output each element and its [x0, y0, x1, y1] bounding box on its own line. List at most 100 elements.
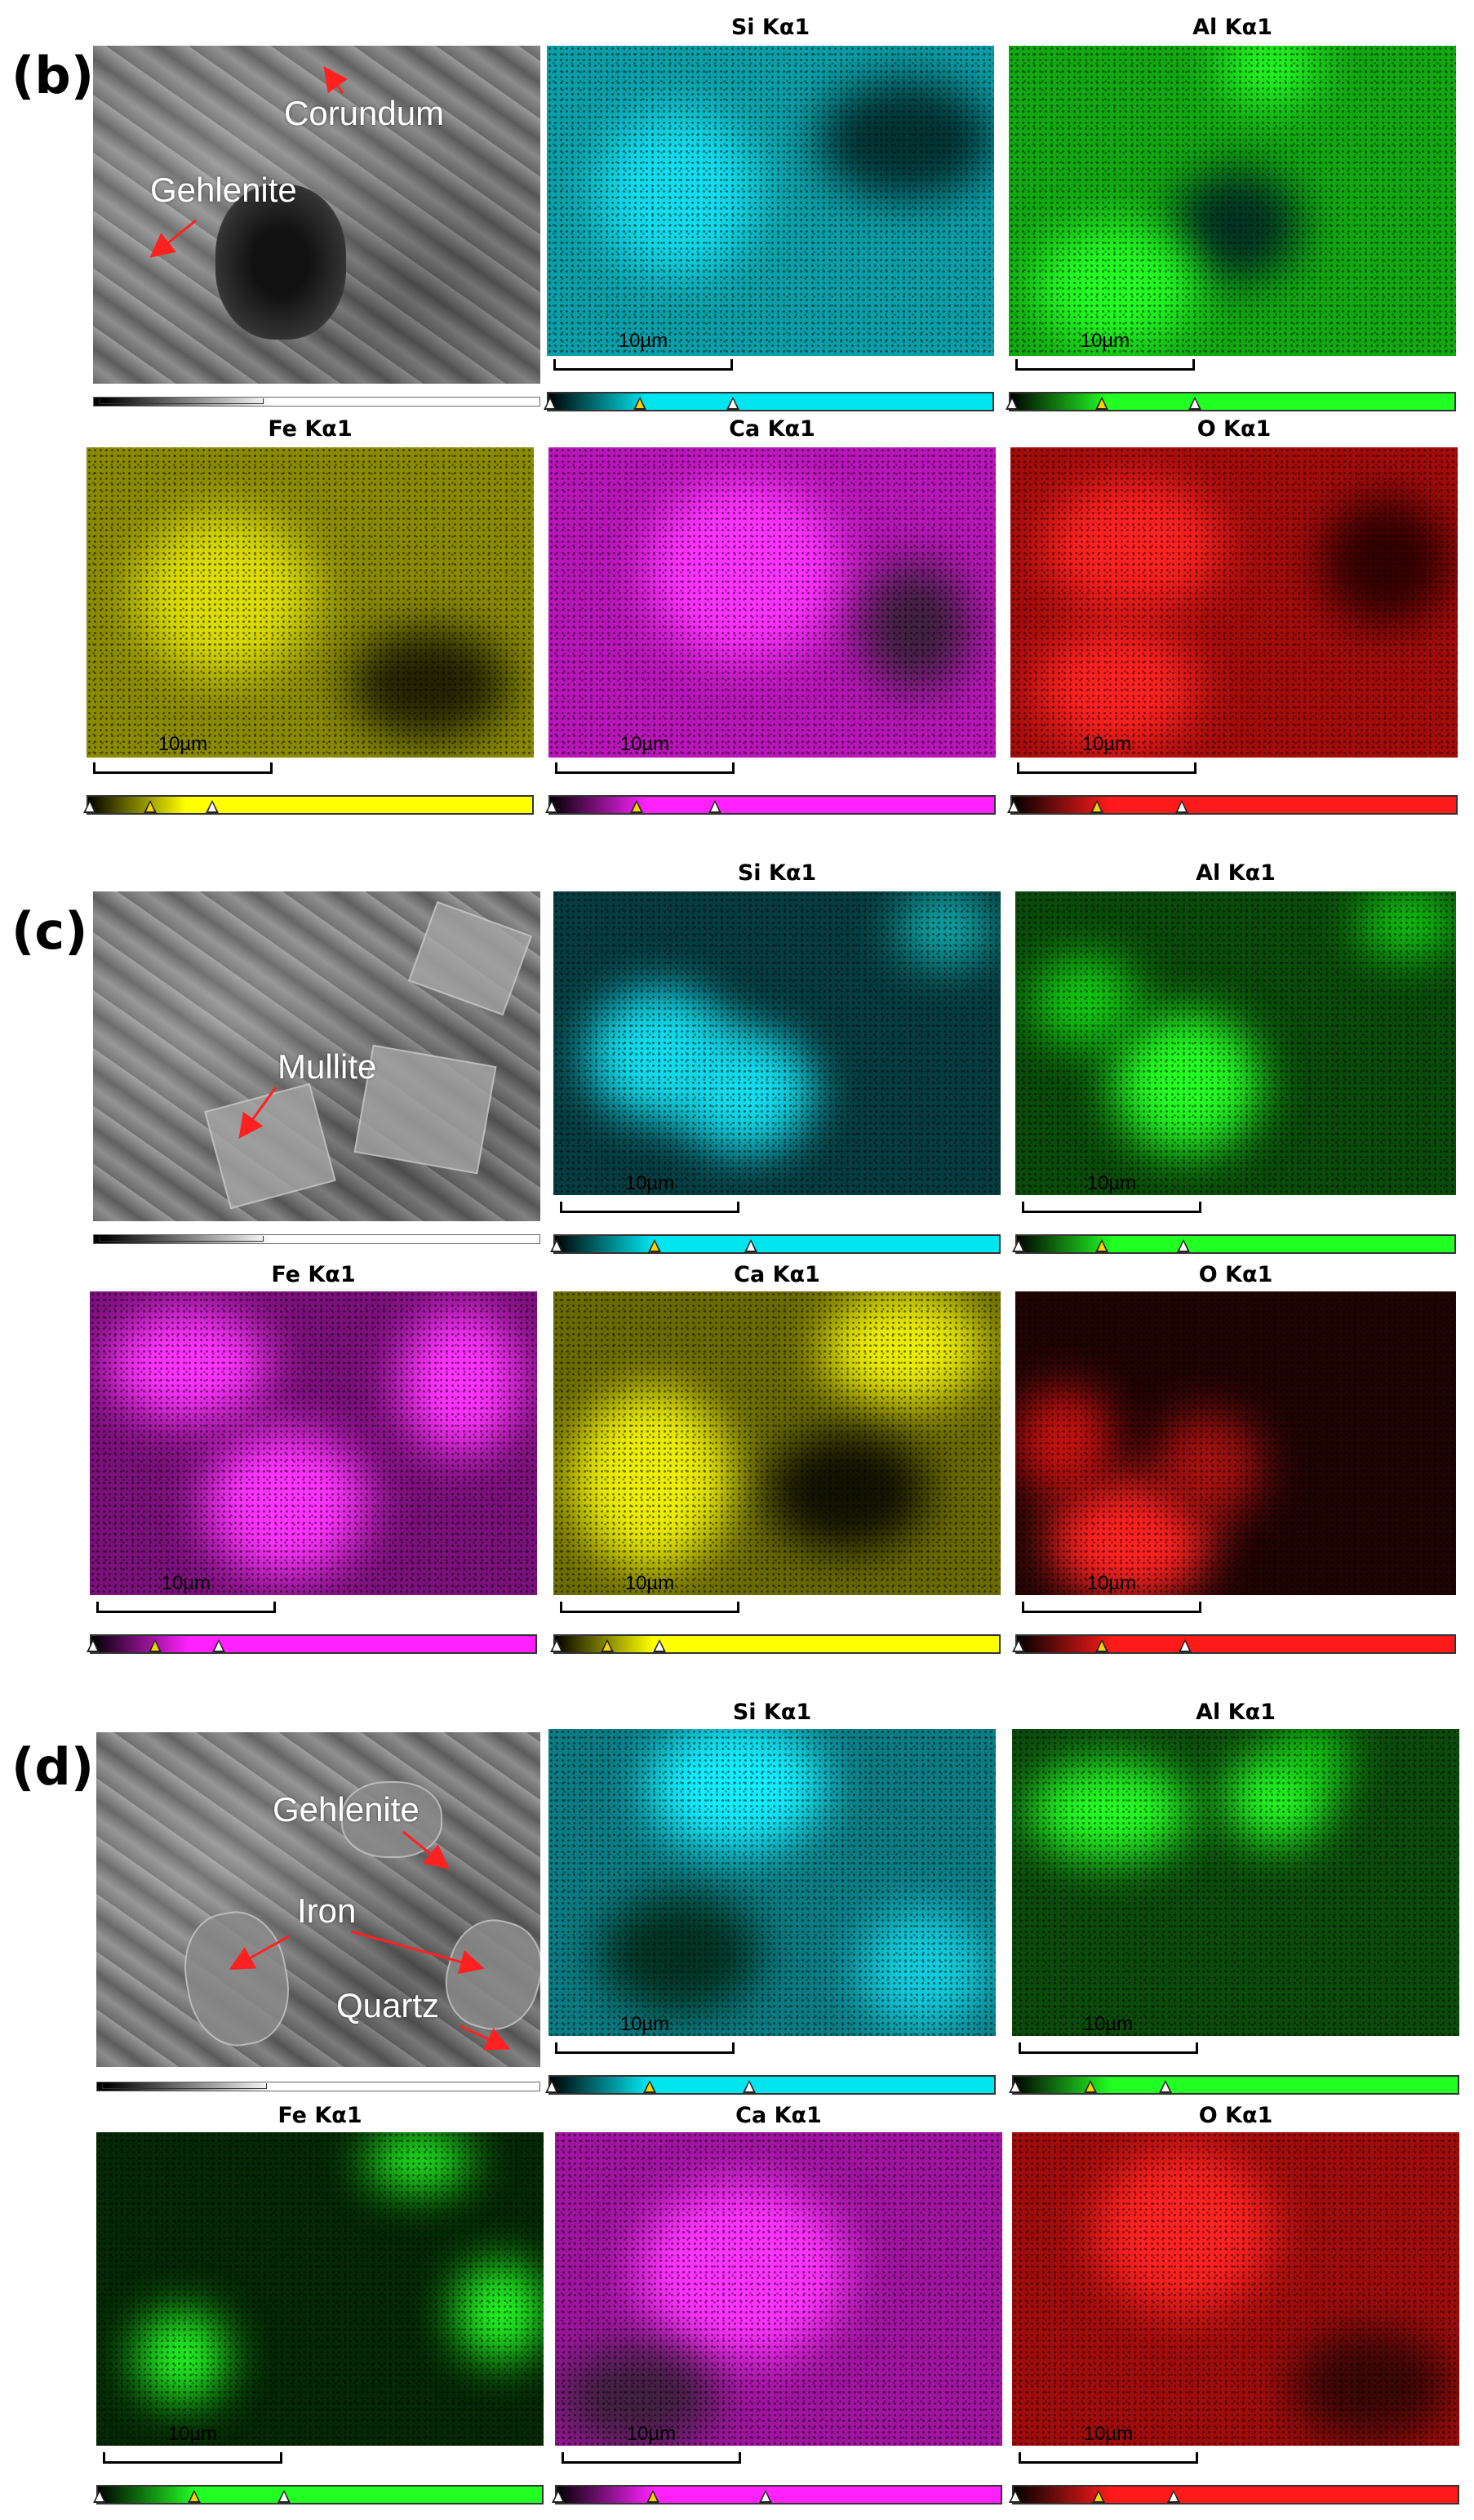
marker: [743, 2080, 756, 2093]
scalebar-al-b: 10µm: [1015, 330, 1195, 371]
map-title-fe-b: Fe Kα1: [268, 416, 353, 442]
scale-label: 10µm: [624, 1572, 675, 1594]
map-speckle: [1012, 1729, 1459, 2036]
marker: [726, 397, 739, 410]
marker: [708, 800, 721, 813]
scalebar-ca-d: 10µm: [562, 2423, 741, 2464]
marker: [744, 1239, 757, 1252]
marker: [188, 2490, 201, 2503]
marker: [1159, 2080, 1172, 2093]
scale-label: 10µm: [1080, 330, 1130, 352]
map-speckle: [87, 447, 534, 758]
map-title-o-d: O Kα1: [1198, 2103, 1273, 2128]
scale-label: 10µm: [626, 2423, 677, 2445]
sem-image-b: [93, 46, 540, 384]
marker: [87, 1639, 100, 1652]
map-al-b: [1009, 46, 1456, 356]
scalebar-fe-c: 10µm: [96, 1572, 276, 1613]
map-title-si-d: Si Kα1: [732, 1700, 812, 1725]
map-title-al-c: Al Kα1: [1196, 860, 1276, 886]
sem-scale-strip-b: [93, 397, 540, 407]
sem-scale-strip-c: [93, 1234, 540, 1244]
colorbar-fe-c: [87, 1634, 537, 1654]
sem-image-c: [93, 891, 540, 1221]
scalebar-si-d: 10µm: [555, 2013, 735, 2054]
scalebar-al-c: 10µm: [1022, 1172, 1201, 1213]
annotation-quartz: Quartz: [336, 1986, 440, 2024]
colorbar-al-d: [1009, 2075, 1459, 2095]
map-title-si-c: Si Kα1: [737, 860, 817, 886]
marker: [1012, 1239, 1025, 1252]
scalebar-ca-b: 10µm: [555, 733, 735, 774]
marker: [630, 800, 643, 813]
map-title-fe-d: Fe Kα1: [277, 2103, 362, 2128]
colorbar-si-b: [544, 392, 994, 411]
annotation-corundum: Corundum: [284, 94, 445, 132]
map-title-fe-c: Fe Kα1: [271, 1262, 356, 1287]
marker: [653, 1639, 666, 1652]
map-si-b: [547, 46, 994, 356]
marker: [1009, 2080, 1022, 2093]
map-title-al-b: Al Kα1: [1192, 15, 1272, 40]
map-o-d: [1012, 2132, 1459, 2446]
marker: [545, 2080, 558, 2093]
marker: [149, 1639, 162, 1652]
sem-grain: [407, 900, 533, 1016]
colorbar-si-d: [545, 2075, 996, 2095]
marker: [552, 2490, 565, 2503]
scalebar-ca-c: 10µm: [560, 1572, 739, 1613]
scale-label: 10µm: [619, 733, 670, 755]
map-o-b: [1010, 447, 1458, 758]
map-speckle: [548, 447, 996, 758]
scalebar-o-d: 10µm: [1019, 2423, 1198, 2464]
scale-label: 10µm: [1086, 1572, 1137, 1594]
map-ca-b: [548, 447, 996, 758]
marker: [544, 397, 557, 410]
marker: [1012, 1639, 1025, 1652]
map-speckle: [90, 1291, 537, 1595]
marker: [1095, 397, 1108, 410]
map-speckle: [548, 1729, 996, 2036]
scale-label: 10µm: [1083, 2423, 1134, 2445]
marker: [601, 1639, 614, 1652]
colorbar-si-c: [550, 1234, 1001, 1254]
colorbar-fe-b: [83, 795, 534, 815]
map-speckle: [547, 46, 994, 356]
map-ca-c: [553, 1291, 1001, 1595]
annotation-mullite: Mullite: [277, 1047, 377, 1086]
marker: [144, 800, 157, 813]
marker: [93, 2490, 106, 2503]
map-speckle: [1015, 891, 1456, 1195]
marker: [550, 1639, 563, 1652]
map-title-ca-d: Ca Kα1: [735, 2103, 822, 2128]
colorbar-o-c: [1012, 1634, 1456, 1654]
scalebar-o-c: 10µm: [1022, 1572, 1201, 1613]
scalebar-fe-d: 10µm: [103, 2423, 282, 2464]
marker: [277, 2490, 291, 2503]
colorbar-fe-d: [93, 2485, 544, 2504]
map-title-al-d: Al Kα1: [1196, 1700, 1276, 1725]
marker: [1095, 1239, 1108, 1252]
marker: [648, 1239, 661, 1252]
map-al-c: [1015, 891, 1456, 1195]
scale-label: 10µm: [167, 2423, 218, 2445]
scale-label: 10µm: [624, 1172, 675, 1194]
scale-label: 10µm: [158, 733, 208, 755]
annotation-iron: Iron: [297, 1891, 357, 1930]
marker: [1006, 397, 1019, 410]
scale-label: 10µm: [619, 2013, 670, 2035]
map-speckle: [1010, 447, 1458, 758]
map-ca-d: [555, 2132, 1002, 2446]
scale-label: 10µm: [1086, 1172, 1137, 1194]
marker: [1009, 2490, 1022, 2503]
map-fe-c: [90, 1291, 537, 1595]
scale-label: 10µm: [1083, 2013, 1134, 2035]
marker: [643, 2080, 656, 2093]
marker: [1175, 800, 1188, 813]
sem-cavity: [215, 184, 346, 340]
colorbar-al-c: [1012, 1234, 1456, 1254]
map-title-si-b: Si Kα1: [730, 15, 810, 40]
marker: [83, 800, 96, 813]
map-o-c: [1015, 1291, 1456, 1595]
colorbar-o-d: [1009, 2485, 1459, 2504]
